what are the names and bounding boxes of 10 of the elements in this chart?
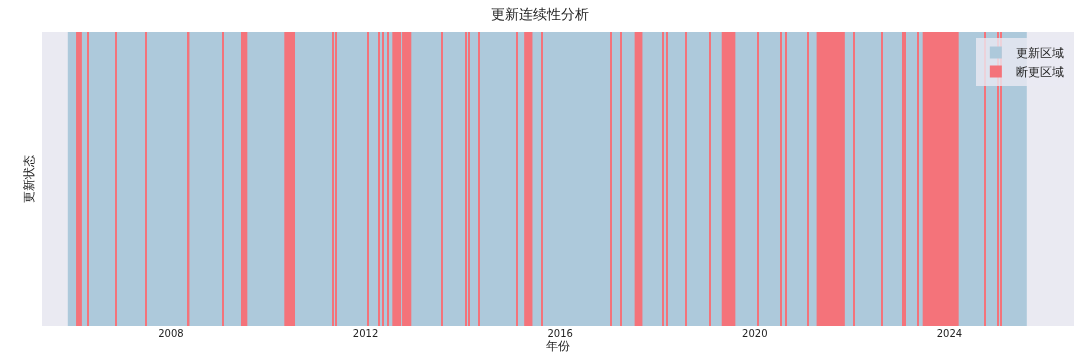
x-tick-label: 2020 [742,328,768,339]
text: 更新连续性分析 [491,5,589,22]
x-tick-label: 2016 [547,328,573,339]
x-axis-title: 年份 [546,339,570,353]
legend-label: 断更区域 [1015,65,1064,80]
legend-label: 更新区域 [1015,46,1064,61]
x-tick-label: 2008 [158,328,184,339]
x-tick-label: 2012 [352,328,379,339]
x-tick-label: 2024 [936,328,963,339]
y-axis-title: 更新状态 [22,155,37,203]
